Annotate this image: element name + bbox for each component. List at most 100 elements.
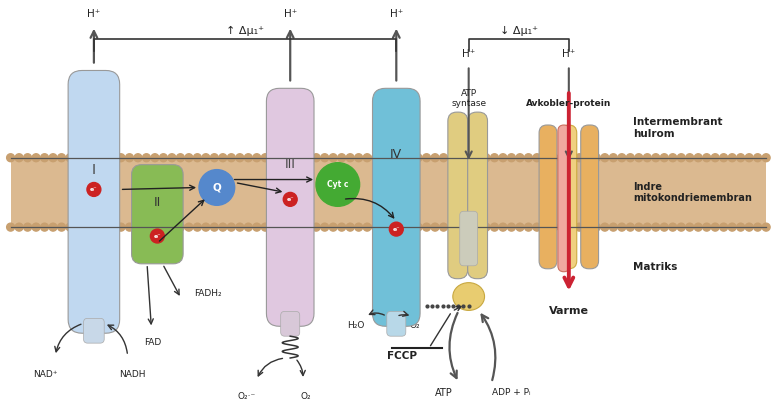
Circle shape <box>533 154 541 162</box>
Circle shape <box>474 223 482 231</box>
FancyBboxPatch shape <box>68 70 120 333</box>
Circle shape <box>199 170 235 205</box>
Circle shape <box>423 223 431 231</box>
Text: Matriks: Matriks <box>633 262 677 272</box>
Circle shape <box>465 154 473 162</box>
Circle shape <box>720 154 727 162</box>
Text: I: I <box>92 163 96 177</box>
Circle shape <box>609 223 617 231</box>
Circle shape <box>456 154 464 162</box>
Text: Avkobler-protein: Avkobler-protein <box>526 99 612 108</box>
Circle shape <box>389 222 403 236</box>
Circle shape <box>762 154 770 162</box>
Circle shape <box>593 223 601 231</box>
Circle shape <box>117 223 125 231</box>
Text: NAD⁺: NAD⁺ <box>33 370 58 379</box>
FancyBboxPatch shape <box>539 125 557 269</box>
Circle shape <box>58 154 66 162</box>
Circle shape <box>439 154 448 162</box>
Circle shape <box>287 154 294 162</box>
Circle shape <box>644 154 651 162</box>
Circle shape <box>711 154 719 162</box>
Circle shape <box>41 154 49 162</box>
FancyBboxPatch shape <box>373 88 420 326</box>
Circle shape <box>593 154 601 162</box>
Circle shape <box>15 154 23 162</box>
Circle shape <box>533 223 541 231</box>
Circle shape <box>686 154 694 162</box>
Bar <box>11 158 766 227</box>
Circle shape <box>312 223 320 231</box>
Circle shape <box>448 154 456 162</box>
Circle shape <box>92 223 99 231</box>
Circle shape <box>168 223 176 231</box>
Circle shape <box>304 154 312 162</box>
Text: IV: IV <box>390 148 402 162</box>
Circle shape <box>388 154 396 162</box>
Circle shape <box>278 154 287 162</box>
Circle shape <box>117 154 125 162</box>
Circle shape <box>576 223 583 231</box>
Circle shape <box>372 154 380 162</box>
Circle shape <box>219 223 227 231</box>
Circle shape <box>143 223 150 231</box>
Circle shape <box>702 223 711 231</box>
Circle shape <box>6 154 15 162</box>
Circle shape <box>762 223 770 231</box>
Circle shape <box>558 154 566 162</box>
FancyBboxPatch shape <box>266 88 314 326</box>
Circle shape <box>143 154 150 162</box>
Text: ADP + Pᵢ: ADP + Pᵢ <box>492 388 531 397</box>
Circle shape <box>388 223 396 231</box>
Circle shape <box>711 223 719 231</box>
Text: FCCP: FCCP <box>388 351 417 361</box>
Text: Q: Q <box>212 183 222 192</box>
Circle shape <box>346 154 354 162</box>
Circle shape <box>244 223 252 231</box>
Circle shape <box>567 154 575 162</box>
Circle shape <box>253 223 261 231</box>
Circle shape <box>644 223 651 231</box>
Circle shape <box>626 154 634 162</box>
Text: ↑ Δμ₁⁺: ↑ Δμ₁⁺ <box>226 26 264 36</box>
Circle shape <box>381 223 388 231</box>
Circle shape <box>635 154 643 162</box>
Circle shape <box>23 154 31 162</box>
Circle shape <box>87 183 101 196</box>
Circle shape <box>49 154 57 162</box>
Text: H⁺: H⁺ <box>562 48 576 59</box>
Circle shape <box>253 154 261 162</box>
Circle shape <box>635 223 643 231</box>
Circle shape <box>202 223 210 231</box>
Circle shape <box>160 154 168 162</box>
FancyBboxPatch shape <box>387 311 406 336</box>
Text: II: II <box>153 196 161 209</box>
Circle shape <box>58 223 66 231</box>
Circle shape <box>92 154 99 162</box>
Circle shape <box>406 154 413 162</box>
Circle shape <box>295 154 303 162</box>
Circle shape <box>74 223 82 231</box>
Circle shape <box>125 154 133 162</box>
Text: H⁺: H⁺ <box>390 9 403 19</box>
Circle shape <box>66 154 74 162</box>
FancyBboxPatch shape <box>448 112 467 279</box>
Circle shape <box>227 154 235 162</box>
Circle shape <box>754 223 762 231</box>
Circle shape <box>397 154 405 162</box>
Circle shape <box>516 154 524 162</box>
Circle shape <box>363 223 371 231</box>
Circle shape <box>745 154 753 162</box>
Circle shape <box>601 223 609 231</box>
Text: Indre
mitokondriemembran: Indre mitokondriemembran <box>633 182 752 203</box>
FancyBboxPatch shape <box>84 318 104 343</box>
Circle shape <box>381 154 388 162</box>
Text: NADH: NADH <box>119 370 146 379</box>
Circle shape <box>584 154 592 162</box>
Text: H⁺: H⁺ <box>87 9 100 19</box>
Text: O₂: O₂ <box>301 392 312 401</box>
Circle shape <box>6 223 15 231</box>
Circle shape <box>431 223 439 231</box>
Circle shape <box>695 223 702 231</box>
Text: e⁻: e⁻ <box>153 234 161 238</box>
